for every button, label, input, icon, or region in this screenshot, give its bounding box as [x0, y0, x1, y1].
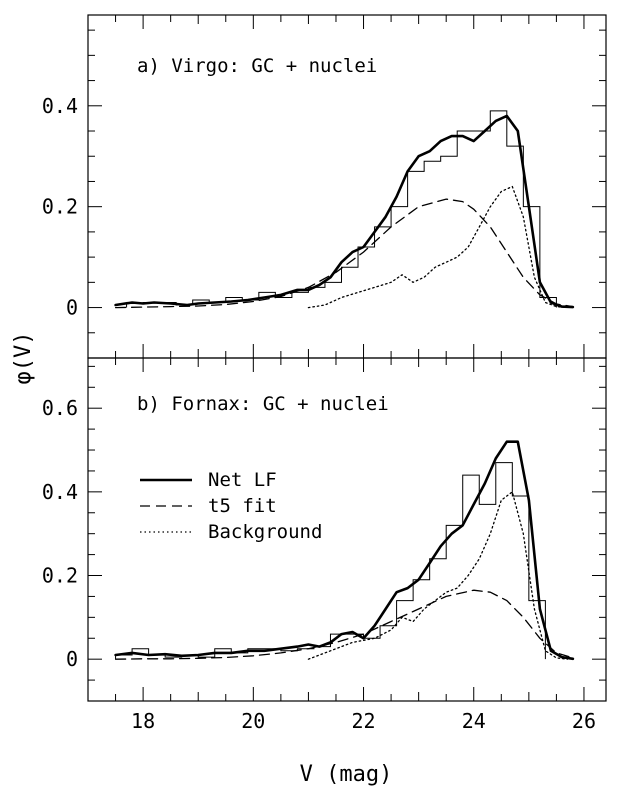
histogram-bar [529, 601, 546, 660]
histogram-bar [441, 156, 458, 307]
x-tick-label: 18 [131, 709, 155, 733]
x-tick-label: 24 [462, 709, 486, 733]
t5-fit-line [114, 198, 574, 309]
histogram-bar [292, 292, 309, 307]
net-lf-line [114, 440, 575, 661]
histogram-bar [408, 171, 425, 307]
y-tick-label: 0.4 [42, 94, 78, 118]
histogram-bar [275, 297, 292, 307]
panel-a-virgo: 0 0.2 0.4 a) Virgo: GC + nuclei [42, 14, 607, 359]
y-tick-label: 0.2 [42, 564, 78, 588]
histogram-bar [463, 475, 480, 659]
net-lf-line [114, 114, 575, 309]
histogram-bar [446, 525, 463, 659]
legend-label-net-lf: Net LF [208, 469, 277, 491]
x-tick-label: 20 [241, 709, 265, 733]
x-tick-label: 26 [572, 709, 596, 733]
histogram-outline [126, 110, 557, 308]
histogram-bar [413, 580, 430, 659]
y-tick-label: 0 [66, 647, 78, 671]
histogram-bar [314, 647, 331, 660]
x-tick-label: 22 [351, 709, 375, 733]
histogram-bar [358, 247, 375, 308]
histogram-bar [308, 287, 325, 307]
y-tick-label: 0.2 [42, 195, 78, 219]
background-line [307, 491, 569, 660]
plot-frame [87, 357, 607, 702]
histogram-bar [512, 496, 529, 659]
histogram-bar [430, 559, 447, 659]
histogram-bar [397, 601, 414, 660]
y-tick-label: 0.6 [42, 396, 78, 420]
histogram-bar [341, 267, 358, 307]
histogram-bar [330, 634, 347, 659]
histogram-bar [424, 161, 441, 307]
legend: Net LF t5 fit Background [140, 469, 322, 543]
panel-title: a) Virgo: GC + nuclei [137, 55, 377, 77]
histogram-bar [457, 131, 474, 308]
panel-b-fornax: 18 20 22 24 26 0 0.2 0.4 0.6 b) Fornax: GC + nucl… [42, 357, 607, 733]
panel-title: b) Fornax: GC + nuclei [137, 393, 389, 415]
histogram-bar [479, 504, 496, 659]
legend-label-background: Background [208, 521, 322, 543]
histogram-bar [496, 463, 513, 660]
y-tick-label: 0.4 [42, 480, 78, 504]
t5-fit-line [114, 589, 574, 660]
y-axis-label: φ(V) [11, 332, 36, 385]
histogram-bar [364, 638, 381, 659]
x-axis-label: V (mag) [300, 762, 393, 787]
histogram-bar [474, 131, 491, 308]
legend-label-t5-fit: t5 fit [208, 495, 277, 517]
histogram-bar [490, 111, 507, 308]
y-tick-label: 0 [66, 296, 78, 320]
background-line [307, 185, 569, 309]
histogram-bar [391, 207, 408, 308]
histogram-bar [507, 146, 524, 307]
